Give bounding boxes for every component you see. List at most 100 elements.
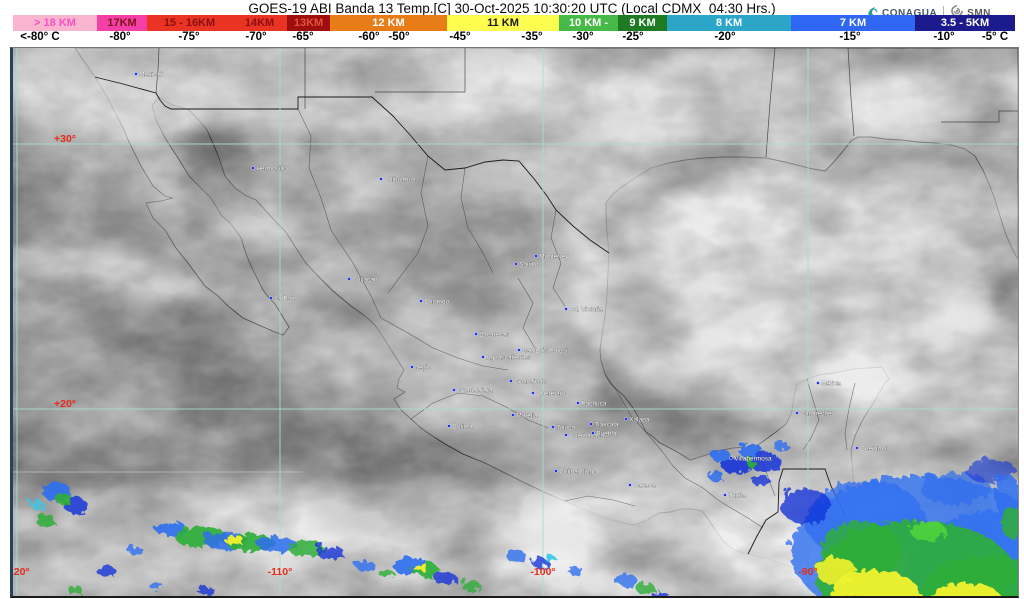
smn-cyclone-icon [950,4,964,23]
city-marker-icon [564,433,568,437]
city-marker-icon [531,391,535,395]
city-marker-icon [419,299,423,303]
city-toluca: Toluca [551,424,576,432]
logo-separator [943,6,945,21]
city-marker-icon [134,72,138,76]
city-marker-icon [511,413,515,417]
scale-segment-10: 7 KM [791,15,915,31]
city-name: Cuernavaca [569,432,604,439]
temp-label-5: -60° [358,31,380,43]
city-name: Oaxaca [633,482,656,489]
city-marker-icon [628,483,632,487]
city-name: San Luis Potosí [522,347,568,354]
city-marker-icon [554,469,558,473]
city-name: Chetumal [860,445,888,452]
city-durango: Durango [419,298,450,306]
state-lines-mexico [297,108,856,529]
latitude-label: +20° [54,398,76,410]
city-xalapa: Xalapa [624,416,650,424]
temp-label-7: -45° [449,31,471,43]
city-name: Pachuca [581,400,607,407]
scale-segment-7: 10 KM - [559,15,618,31]
city-marker-icon [517,348,521,352]
city-san-luis-potos-: San Luis Potosí [517,347,568,355]
city-colima: Colima [447,423,473,431]
city-chetumal: Chetumal [855,445,889,453]
scale-segment-4: 13KM [287,15,330,31]
city-marker-icon [551,425,555,429]
city-quer-taro: Querétaro [531,390,566,398]
us-mexico-border [94,76,610,254]
city-saltillo: Saltillo [514,261,539,269]
city-name: Villahermosa [734,455,772,462]
city-guanajuato: Guanajuato [509,378,548,386]
city-name: Guadalajara [457,387,493,394]
city-marker-icon [795,411,799,415]
city-puebla: Puebla [591,430,617,438]
scale-segment-9: 8 KM [667,15,791,31]
satellite-imagery: +30° +20° -120° -110° -100° -90° Mexicali Herm… [13,48,1018,596]
city-name: Morelia [516,412,538,419]
city-name: Querétaro [536,390,566,397]
scale-segment-6: 11 KM [447,15,559,31]
city-campeche: Campeche [795,410,832,418]
city-marker-icon [534,254,538,258]
city-name: Puebla [596,430,617,437]
city-name: Mérida [821,380,841,387]
city-tlaxcala: Tlaxcala [589,421,619,429]
conagua-wave-icon [866,5,879,23]
city-marker-icon [576,401,580,405]
city-name: Zacatecas [479,331,510,338]
city-marker-icon [379,177,383,181]
city-oaxaca: Oaxaca [628,482,656,490]
temp-label-2: -75° [178,31,200,43]
city-marker-icon [624,417,628,421]
state-lines-us [155,48,1018,158]
satellite-map: +30° +20° -120° -110° -100° -90° Mexicali Herm… [10,47,1019,598]
city-name: Tlaxcala [594,421,619,428]
city-marker-icon [452,388,456,392]
temp-label-11: -20° [714,31,736,43]
city-marker-icon [589,422,593,426]
city-marker-icon [509,379,513,383]
precipitation-overlay [28,438,1018,596]
longitude-label: -120° [13,566,30,578]
city-villahermosa: Villahermosa [729,455,772,463]
temp-label-14: -5° C [981,31,1009,43]
city-tepic: Tepic [410,364,431,372]
temp-label-9: -30° [572,31,594,43]
city-m-rida: Mérida [816,380,842,388]
city-cuernavaca: Cuernavaca [564,432,605,440]
scale-segment-11: 3.5 - 5KM [915,15,1015,31]
scale-segment-1: 17KM [97,15,147,31]
scale-segment-8: 9 KM [618,15,667,31]
city-name: Guanajuato [514,378,548,385]
city-name: Campeche [800,410,832,417]
grid-coordinate-labels: +30° +20° -120° -110° -100° -90° [13,133,818,578]
city-name: Culiacán [352,276,378,283]
city-name: Tuxtla [728,492,746,499]
city-labels: Mexicali Hermosillo Chihuahua Culiacán La Pa… [134,71,889,500]
city-chilpancingo: Chilpancingo [554,468,597,476]
city-name: Durango [424,298,449,305]
city-marker-icon [723,493,727,497]
city-marker-icon [514,262,518,266]
city-marker-icon [447,424,451,428]
city-marker-icon [729,456,733,460]
city-marker-icon [251,166,255,170]
city-la-paz: La Paz [269,295,295,303]
smn-wordmark: SMN [967,8,991,19]
temp-label-12: -15° [839,31,861,43]
city-mexicali: Mexicali [134,71,163,79]
scale-segment-0: > 18 KM [13,15,97,31]
temp-label-1: -80° [109,31,131,43]
scale-segment-2: 15 - 16KM [147,15,232,31]
page-title: GOES-19 ABI Banda 13 Temp.[C] 30-Oct-202… [248,1,776,16]
city-pachuca: Pachuca [576,400,607,408]
city-marker-icon [591,431,595,435]
city-cd-victoria: Cd. Victoria [564,306,603,314]
temp-label-0: <-80° C [20,31,60,43]
scale-segment-5: 12 KM [330,15,447,31]
city-name: Cd. Victoria [569,306,603,313]
